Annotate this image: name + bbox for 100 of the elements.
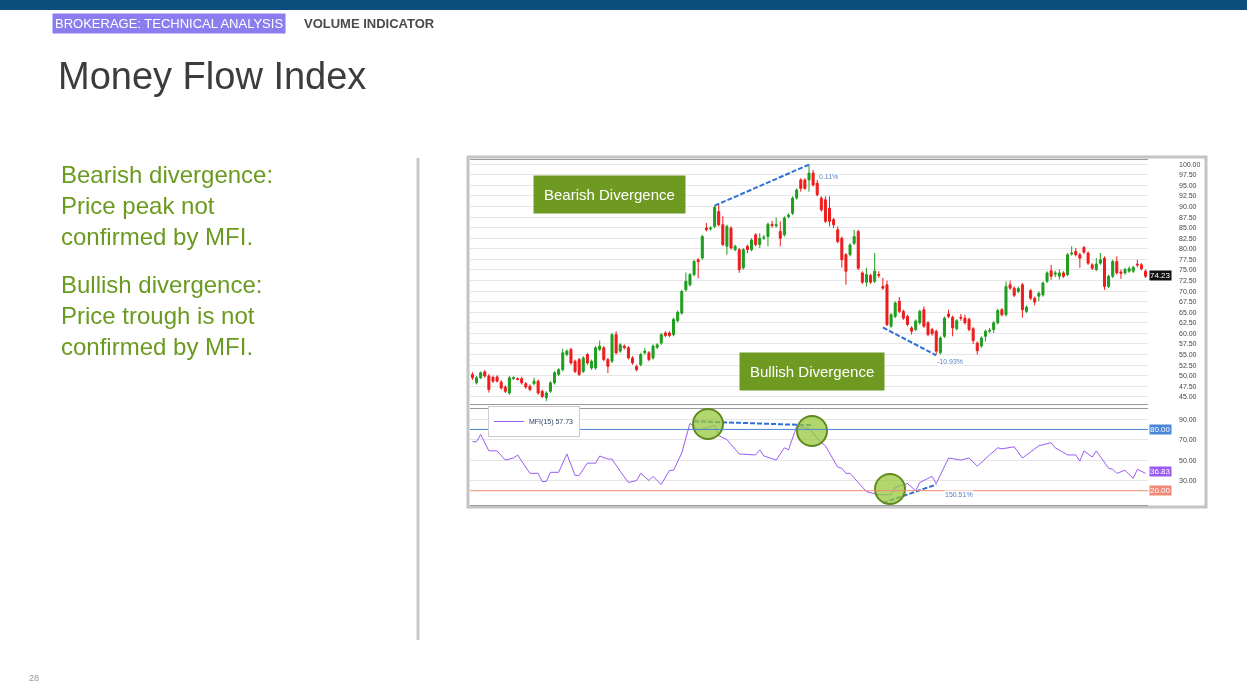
- candlestick: [770, 220, 774, 229]
- candlestick: [1123, 267, 1127, 276]
- candlestick: [1102, 255, 1106, 291]
- candlestick: [1090, 262, 1094, 271]
- candlestick: [1127, 266, 1131, 274]
- candlestick: [544, 390, 548, 402]
- candlestick: [877, 270, 881, 279]
- candlestick: [1061, 270, 1065, 279]
- candlestick: [741, 247, 745, 271]
- candlestick: [667, 330, 671, 338]
- candlestick: [799, 177, 803, 193]
- candlestick: [807, 164, 811, 193]
- candlestick: [754, 232, 758, 247]
- candlestick: [823, 195, 827, 224]
- candlestick: [1094, 257, 1098, 272]
- candlestick: [745, 244, 749, 254]
- candlestick: [577, 357, 581, 377]
- candlestick: [561, 348, 565, 372]
- candlestick: [786, 212, 790, 219]
- candlestick: [750, 237, 754, 252]
- candlestick: [532, 377, 536, 386]
- candlestick: [869, 273, 873, 285]
- ref-line-label: 80.00: [1150, 425, 1171, 434]
- candlestick: [1139, 262, 1143, 271]
- candlestick: [938, 335, 942, 356]
- ref-line-label: 20.00: [1150, 486, 1171, 495]
- candlestick: [1029, 288, 1033, 301]
- candlestick: [651, 343, 655, 361]
- candlestick: [1004, 280, 1008, 317]
- annotation: Bearish Divergence: [544, 186, 675, 203]
- candlestick: [951, 315, 955, 337]
- candlestick: [942, 315, 946, 339]
- candlestick: [475, 375, 479, 386]
- text: VOLUME INDICATOR: [304, 16, 435, 31]
- candlestick: [635, 364, 639, 372]
- chart-title: Money Flow Index: [58, 55, 367, 98]
- text: BROKERAGE: TECHNICAL ANALYSIS: [55, 16, 284, 31]
- candlestick: [1078, 252, 1082, 269]
- candlestick: [1135, 259, 1139, 268]
- candlestick: [766, 222, 770, 247]
- candlestick: [975, 340, 979, 356]
- text: Bullish divergence: Price trough is not confirmed by MFI.: [61, 271, 263, 361]
- candlestick: [524, 381, 528, 390]
- candlestick: [885, 280, 889, 327]
- candlestick: [1020, 282, 1024, 319]
- candlestick: [856, 229, 860, 271]
- candlestick: [1053, 270, 1057, 278]
- candlestick: [1144, 269, 1148, 279]
- candlestick: [733, 244, 737, 252]
- candlestick: [626, 345, 630, 361]
- candlestick: [873, 252, 877, 284]
- candlestick: [959, 313, 963, 322]
- candlestick: [507, 375, 511, 396]
- candlestick: [713, 205, 717, 229]
- candlestick: [528, 384, 532, 392]
- candlestick: [709, 225, 713, 232]
- candlestick: [1049, 264, 1053, 281]
- candlestick: [1012, 285, 1016, 298]
- candlestick: [503, 384, 507, 394]
- candlestick: [725, 224, 729, 256]
- candlestick: [470, 371, 474, 381]
- candlestick: [983, 329, 987, 342]
- candlestick: [1086, 250, 1090, 266]
- candlestick: [643, 347, 647, 356]
- candlestick: [905, 314, 909, 327]
- text: 28: [29, 673, 40, 683]
- candlestick: [684, 271, 688, 293]
- candlestick: [618, 342, 622, 354]
- candlestick: [955, 318, 959, 331]
- candlestick: [610, 332, 614, 364]
- text: 74.23: [1150, 271, 1171, 280]
- candlestick: [758, 232, 762, 249]
- candlestick: [696, 257, 700, 279]
- candlestick: [663, 330, 667, 338]
- candlestick: [1025, 304, 1029, 314]
- candlestick: [860, 270, 864, 285]
- candlestick: [910, 325, 914, 336]
- candlestick: [803, 177, 807, 191]
- candlestick: [979, 335, 983, 349]
- candlestick: [487, 373, 491, 394]
- candlestick: [1016, 285, 1020, 294]
- candlestick: [947, 309, 951, 319]
- candlestick: [585, 352, 589, 366]
- candlestick: [704, 222, 708, 232]
- candlestick: [700, 234, 704, 261]
- candlestick: [864, 267, 868, 287]
- candlestick: [536, 378, 540, 396]
- candlestick: [828, 195, 832, 227]
- candlestick: [594, 345, 598, 371]
- candlestick: [639, 352, 643, 367]
- candlestick: [1115, 255, 1119, 276]
- candlestick: [774, 217, 778, 229]
- candlestick: [659, 332, 663, 346]
- candlestick: [934, 329, 938, 356]
- text: Bearish divergence: Price peak not confirmed by MFI.: [61, 161, 274, 251]
- candlestick: [737, 247, 741, 274]
- candlestick: [581, 355, 585, 374]
- candlestick: [520, 376, 524, 386]
- candlestick: [1000, 307, 1004, 317]
- candlestick: [499, 379, 503, 391]
